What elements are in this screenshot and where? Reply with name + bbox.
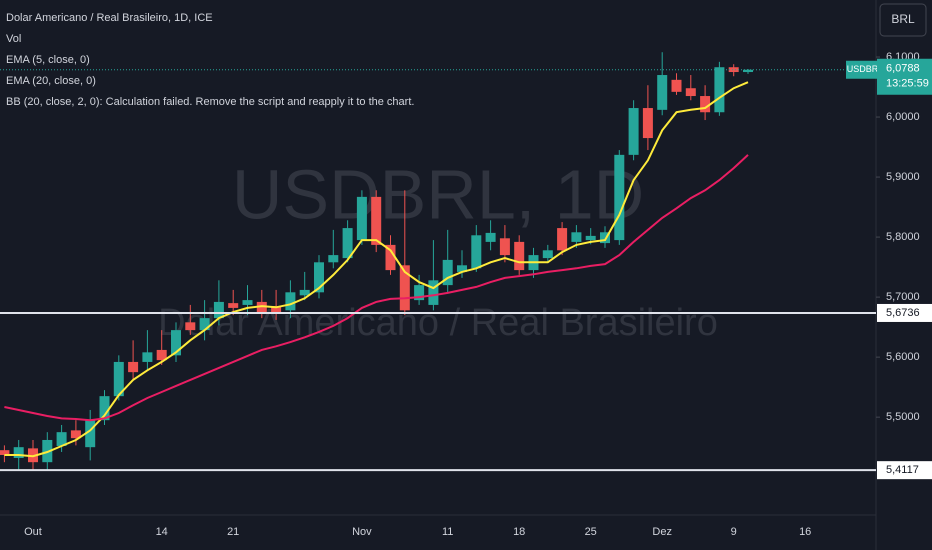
candle-body	[385, 244, 396, 271]
candle-body	[628, 108, 639, 155]
horizontal-line-label: 5,4117	[886, 464, 919, 476]
y-tick-label: 5,6000	[886, 351, 920, 363]
candle-body	[213, 301, 224, 319]
y-tick-label: 6,0000	[886, 111, 920, 123]
candle-body	[457, 265, 467, 272]
x-tick-label: 11	[442, 526, 453, 538]
candle-body	[285, 292, 296, 311]
candle-body	[485, 232, 496, 242]
candle-body	[399, 265, 410, 311]
candle-body	[700, 96, 711, 113]
candle-body	[614, 154, 625, 241]
candle-body	[156, 349, 167, 361]
candle-body	[557, 228, 568, 251]
candle-body	[171, 330, 181, 356]
candle-body	[199, 318, 210, 331]
x-tick-label: Dez	[652, 526, 672, 538]
horizontal-line-label: 5,6736	[886, 307, 920, 319]
last-price-label: 6,0788	[886, 63, 920, 75]
candle-body	[371, 196, 382, 245]
horizontal-line-label-box	[877, 303, 932, 322]
candle-body	[242, 300, 253, 305]
candle-body	[342, 228, 353, 259]
candle-body	[113, 361, 124, 397]
candle-body	[600, 232, 610, 244]
candle-body	[685, 88, 696, 97]
candle-body	[657, 75, 668, 110]
candle-body	[299, 289, 310, 296]
y-tick-label: 5,5000	[886, 411, 920, 423]
indicator-label: BB (20, close, 2, 0): Calculation failed…	[6, 96, 414, 108]
candle-body	[585, 235, 596, 241]
candle-body	[228, 303, 239, 308]
candle-body	[314, 262, 324, 293]
horizontal-line-label-box	[877, 461, 932, 480]
candle-body	[70, 430, 81, 439]
candle-body	[185, 322, 196, 331]
candle-body	[642, 108, 653, 139]
ema-line	[4, 81, 749, 458]
candle-body	[271, 306, 282, 313]
symbol-label: USDBRL	[847, 64, 884, 74]
candle-body	[714, 67, 725, 113]
legend-entry: EMA (20, close, 0)	[6, 75, 96, 87]
x-tick-label: 14	[156, 526, 168, 538]
candle-body	[142, 352, 153, 362]
currency-button[interactable]	[879, 3, 927, 37]
countdown-label: 13:25:59	[886, 78, 929, 90]
y-tick-label: 5,9000	[886, 171, 920, 183]
watermark-ticker: USDBRL, 1D	[232, 155, 644, 233]
candle-body	[499, 238, 510, 256]
candle-body	[99, 396, 110, 421]
candle-body	[471, 235, 482, 269]
x-tick-label: 18	[513, 526, 525, 538]
candle-body	[671, 79, 682, 92]
candle-body	[743, 69, 753, 73]
candle-body	[442, 259, 453, 286]
symbol-title: Dolar Americano / Real Brasileiro, 1D, I…	[6, 12, 213, 24]
candle-body	[356, 196, 367, 241]
watermark-name: Dolar Americano / Real Brasileiro	[158, 302, 718, 344]
symbol-label-box	[846, 60, 884, 79]
x-tick-label: 9	[731, 526, 737, 538]
x-tick-label: 21	[227, 526, 239, 538]
candle-body	[428, 280, 439, 305]
x-tick-label: Nov	[352, 526, 372, 538]
candle-body	[85, 420, 96, 448]
candle-body	[514, 241, 525, 271]
candle-body	[56, 432, 67, 446]
candle-body	[571, 232, 582, 242]
y-tick-label: 5,7000	[886, 291, 920, 303]
currency-button-label[interactable]: BRL	[891, 12, 915, 26]
x-tick-label: 25	[585, 526, 597, 538]
ema-line	[4, 154, 749, 422]
x-tick-label: Out	[24, 526, 42, 538]
y-tick-label: 5,8000	[886, 231, 920, 243]
candle-body	[128, 361, 139, 373]
candle-body	[13, 447, 24, 458]
legend-entry: EMA (5, close, 0)	[6, 54, 90, 66]
candle-body	[414, 285, 425, 301]
last-price-box	[877, 58, 932, 95]
x-tick-label: 16	[799, 526, 811, 538]
candle-body	[328, 255, 339, 263]
candle-body	[728, 67, 739, 73]
candle-body	[0, 450, 10, 455]
candle-body	[542, 250, 553, 259]
indicator-label: Vol	[6, 33, 21, 45]
